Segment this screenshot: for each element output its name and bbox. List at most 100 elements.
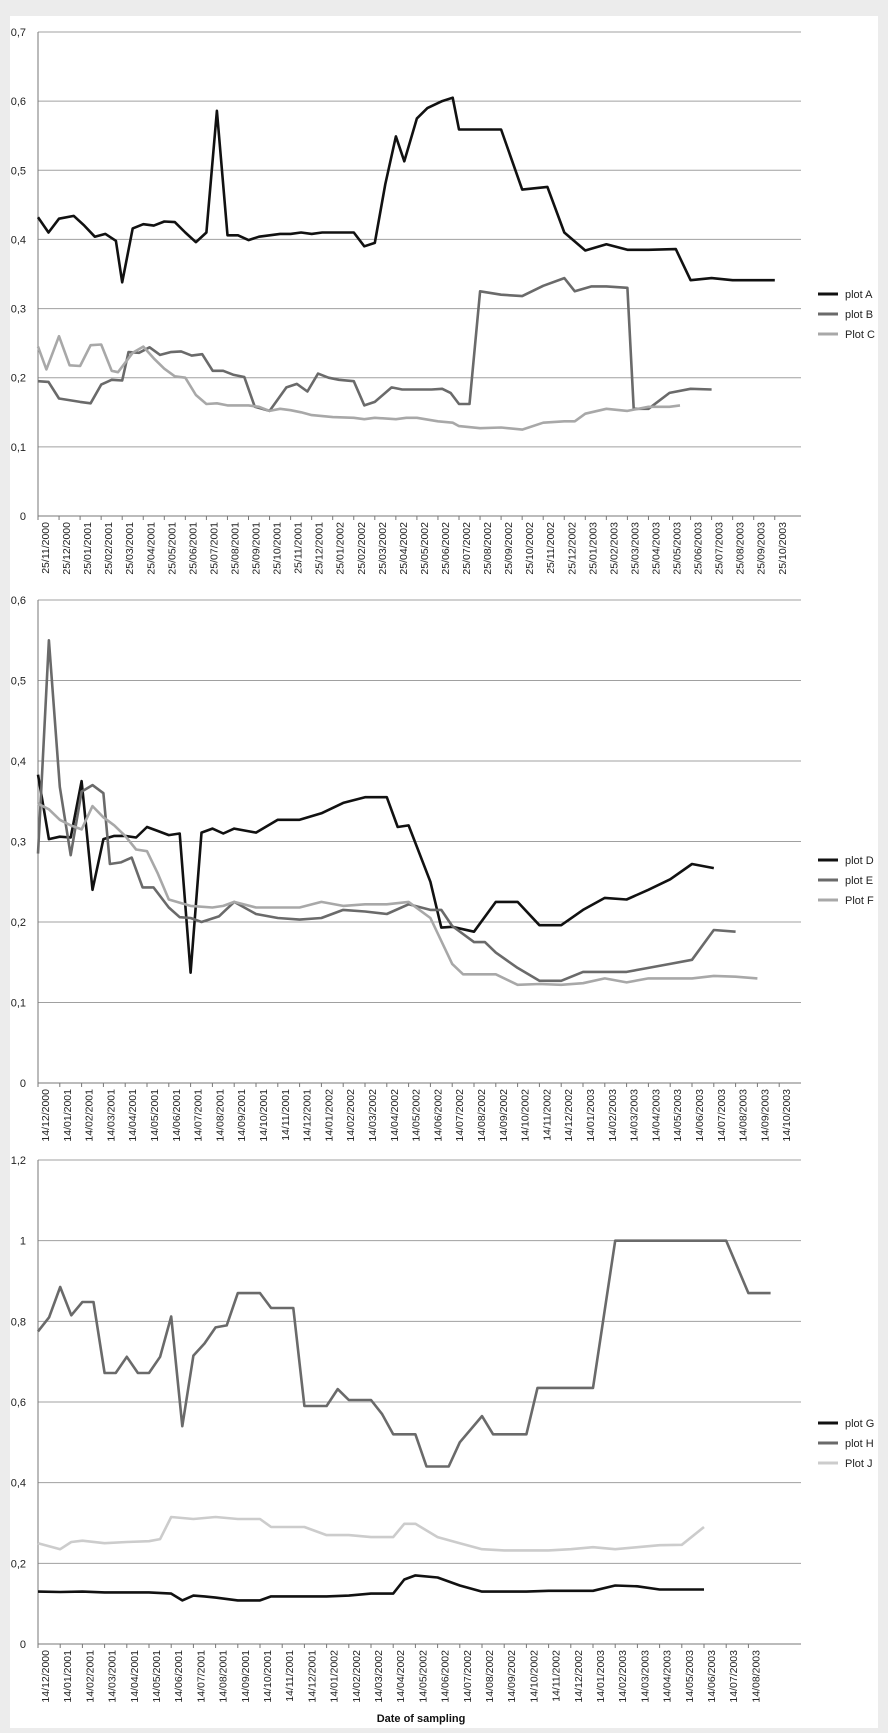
legend-label: plot B [845,309,873,321]
y-tick-label: 0,1 [11,998,26,1010]
x-tick-label: 14/12/2002 [563,1089,575,1142]
series-line-plot-c [36,334,681,431]
x-tick-label: 14/12/2000 [40,1650,52,1703]
x-tick-label: 14/06/2003 [706,1650,718,1703]
x-tick-label: 14/01/2001 [62,1089,74,1142]
x-tick-label: 14/10/2001 [258,1089,270,1142]
y-tick-label: 0,4 [11,1478,26,1490]
x-tick-label: 14/05/2001 [151,1650,163,1703]
x-tick-label: 25/06/2001 [187,522,199,575]
x-tick-label: 25/04/2002 [398,522,410,575]
x-tick-label: 25/09/2001 [251,522,263,575]
legend-label: Plot J [845,1458,873,1470]
x-tick-label: 25/11/2000 [40,522,52,574]
x-tick-label: 25/12/2001 [314,522,326,575]
legend-label: Plot F [845,895,874,907]
y-tick-label: 0,3 [11,837,26,849]
x-tick-label: 25/10/2003 [777,522,789,575]
chart-panel-2: 0 0,1 0,2 0,3 0,4 0,5 0,6 14/12/2000 14/01/2001 1… [11,595,874,1142]
x-tick-label: 14/05/2003 [672,1089,684,1142]
x-tick-label: 25/07/2003 [714,522,726,575]
x-tick-label: 25/06/2002 [440,522,452,575]
x-tick-label: 14/02/2003 [617,1650,629,1703]
y-tick-label: 0 [20,1078,26,1090]
x-tick-label: 14/03/2003 [639,1650,651,1703]
chart-panel-1: 0 0,1 0,2 0,3 0,4 0,5 0,6 0,7 25/11/2000 25/12/20… [11,27,875,575]
x-tick-label: 14/08/2003 [738,1089,750,1142]
x-tick-label: 14/08/2002 [476,1089,488,1142]
series-line-plot-h [36,1239,771,1468]
chart-panel-3: 0 0,2 0,4 0,6 0,8 1 1,2 14/12/2000 14/01/2001 14/… [11,1155,875,1703]
x-tick-label: 25/01/2003 [587,522,599,575]
x-tick-label: 14/12/2000 [40,1089,52,1142]
x-tick-label: 25/04/2001 [145,522,157,575]
legend-label: plot A [845,289,873,301]
x-tick-label: 14/03/2002 [367,1089,379,1142]
x-tick-label: 14/07/2003 [716,1089,728,1142]
x-tick-label: 14/01/2002 [323,1089,335,1142]
x-tick-label: 14/02/2001 [84,1089,96,1142]
figure-background [10,16,878,1728]
x-tick-label: 25/11/2002 [545,522,557,574]
x-tick-label: 14/02/2002 [351,1650,363,1703]
x-tick-label: 25/05/2001 [166,522,178,575]
x-tick-label: 14/02/2002 [345,1089,357,1142]
x-tick-label: 25/03/2001 [124,522,136,575]
x-tick-label: 14/09/2001 [240,1650,252,1703]
y-tick-label: 0,2 [11,373,26,385]
x-tick-label: 14/06/2002 [440,1650,452,1703]
x-tick-label: 14/08/2001 [214,1089,226,1142]
y-tick-label: 0,4 [11,756,26,768]
x-tick-label: 25/07/2001 [208,522,220,575]
x-tick-label: 14/04/2002 [395,1650,407,1703]
x-tick-label: 14/09/2003 [759,1089,771,1142]
x-tick-label: 14/12/2001 [302,1089,314,1142]
x-tick-label: 14/03/2002 [373,1650,385,1703]
x-tick-label: 25/12/2000 [61,522,73,575]
x-tick-label: 14/09/2002 [506,1650,518,1703]
x-tick-label: 14/12/2002 [573,1650,585,1703]
y-tick-label: 1 [20,1236,26,1248]
legend-label: plot E [845,875,873,887]
x-tick-label: 14/09/2002 [498,1089,510,1142]
x-tick-label: 14/04/2002 [389,1089,401,1142]
series-line-plot-f [37,802,758,987]
x-tick-label: 14/07/2003 [728,1650,740,1703]
x-tick-label: 14/05/2002 [417,1650,429,1703]
y-tick-label: 0,6 [11,1397,26,1409]
x-tick-label: 25/02/2003 [608,522,620,575]
x-tick-label: 25/08/2002 [482,522,494,575]
x-tick-label: 14/10/2001 [262,1650,274,1703]
x-tick-label: 14/01/2002 [329,1650,341,1703]
x-tick-label: 25/02/2002 [356,522,368,575]
legend-label: plot D [845,855,874,867]
y-tick-label: 0,1 [11,442,26,454]
x-tick-label: 14/11/2002 [541,1089,553,1141]
x-tick-label: 14/05/2002 [411,1089,423,1142]
x-tick-label: 14/06/2003 [694,1089,706,1142]
x-tick-label: 14/05/2001 [149,1089,161,1142]
y-tick-label: 0,3 [11,304,26,316]
y-tick-label: 0,6 [11,96,26,108]
x-tick-label: 14/01/2003 [585,1089,597,1142]
x-tick-label: 25/10/2002 [524,522,536,575]
x-tick-label: 14/05/2003 [684,1650,696,1703]
x-tick-label: 14/04/2003 [650,1089,662,1142]
x-tick-label: 14/10/2002 [528,1650,540,1703]
y-tick-label: 0 [20,1639,26,1651]
series-line-plot-a [36,96,775,284]
x-tick-label: 14/08/2001 [218,1650,230,1703]
series-line-plot-j [37,1515,705,1552]
x-tick-label: 14/04/2003 [662,1650,674,1703]
series-line-plot-e [36,639,736,983]
x-tick-label: 14/11/2002 [551,1650,563,1702]
legend-label: plot G [845,1418,874,1430]
series-line-plot-g [37,1574,704,1602]
x-tick-label: 14/06/2001 [171,1089,183,1142]
x-tick-label: 25/09/2003 [756,522,768,575]
x-tick-label: 14/02/2003 [607,1089,619,1142]
x-tick-label: 14/01/2003 [595,1650,607,1703]
x-tick-label: 25/08/2001 [229,522,241,575]
series-line-plot-d [36,774,715,974]
